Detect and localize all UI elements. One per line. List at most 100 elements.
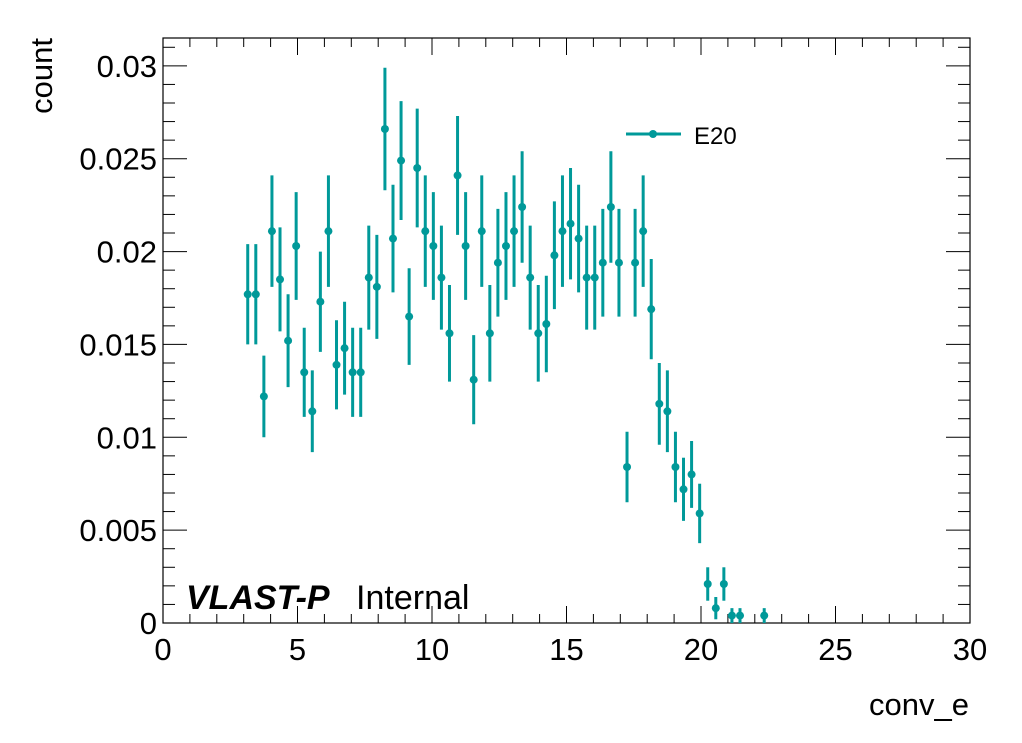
data-point [598, 208, 607, 317]
data-point [445, 285, 454, 382]
point-marker [671, 463, 680, 471]
point-marker [526, 273, 535, 282]
point-marker [243, 290, 252, 299]
point-marker [429, 242, 438, 250]
data-point [453, 116, 462, 235]
data-point [550, 201, 559, 310]
brand-name: VLAST-P [186, 579, 330, 617]
point-marker [598, 258, 607, 267]
point-marker [364, 273, 373, 282]
point-marker [356, 368, 365, 377]
x-axis-title: conv_e [869, 687, 969, 722]
point-marker [558, 227, 567, 236]
data-point [558, 175, 567, 287]
point-marker [647, 305, 656, 314]
data-points [243, 67, 769, 623]
point-marker [380, 125, 389, 133]
data-point [582, 225, 591, 330]
y-tick-label: 0.025 [79, 142, 157, 177]
x-tick-label: 25 [818, 632, 852, 667]
data-point [534, 285, 543, 382]
point-marker [421, 227, 430, 236]
data-point [259, 355, 268, 438]
data-point [510, 175, 519, 287]
y-tick-label: 0.005 [79, 513, 157, 548]
data-point [469, 335, 478, 425]
point-marker [453, 171, 462, 180]
point-marker [340, 344, 349, 353]
y-tick-label: 0.01 [97, 420, 157, 455]
point-marker [687, 470, 696, 479]
data-point [461, 192, 470, 300]
brand-annotation: VLAST-P Internal [186, 579, 469, 617]
legend: E20 [626, 123, 737, 150]
point-marker [582, 273, 591, 282]
data-point [493, 208, 502, 317]
point-marker [445, 329, 454, 338]
data-point [501, 192, 510, 300]
point-marker [510, 227, 519, 236]
point-marker [534, 329, 543, 338]
point-marker [388, 234, 397, 243]
x-tick-label: 10 [415, 632, 449, 667]
y-tick-label: 0.02 [97, 235, 157, 270]
point-marker [372, 282, 381, 291]
data-point [332, 320, 341, 410]
point-marker [477, 227, 486, 236]
x-tick-label: 5 [289, 632, 306, 667]
point-marker [727, 611, 736, 620]
data-point [736, 608, 745, 623]
point-marker [736, 611, 745, 620]
y-tick-label: 0.03 [97, 49, 157, 84]
data-point [348, 327, 357, 417]
point-marker [437, 273, 446, 282]
data-point [316, 251, 325, 352]
point-marker [413, 164, 422, 172]
data-point [429, 192, 438, 300]
point-marker [405, 312, 414, 321]
data-point [760, 608, 769, 623]
data-point [671, 431, 680, 503]
legend-label: E20 [694, 123, 737, 150]
point-marker [332, 360, 341, 369]
data-point [340, 301, 349, 395]
data-point [243, 244, 252, 345]
point-marker [259, 392, 268, 401]
data-point [526, 225, 535, 330]
data-point [405, 268, 414, 365]
point-marker [292, 242, 301, 250]
data-point [542, 275, 551, 373]
data-point [614, 208, 623, 317]
point-marker [284, 336, 293, 345]
point-marker [566, 219, 575, 228]
data-point [679, 457, 688, 521]
data-point [292, 192, 301, 300]
point-marker [623, 463, 632, 471]
data-point [727, 608, 736, 623]
x-tick-label: 20 [684, 632, 718, 667]
data-point [308, 370, 317, 453]
data-point [397, 101, 406, 220]
data-point [590, 225, 599, 330]
point-marker [485, 329, 494, 338]
data-point [251, 244, 260, 345]
point-marker [574, 234, 583, 243]
point-marker [518, 203, 527, 211]
point-marker [655, 399, 664, 408]
x-tick-label: 0 [154, 632, 171, 667]
point-marker [606, 203, 615, 211]
point-marker [719, 580, 728, 588]
data-point [421, 175, 430, 287]
point-marker [760, 611, 769, 620]
point-marker [542, 320, 551, 328]
data-point [566, 168, 575, 280]
data-point [623, 431, 632, 503]
data-point [518, 151, 527, 263]
point-marker [316, 297, 325, 306]
y-tick-label: 0 [140, 606, 157, 641]
data-point [687, 441, 696, 508]
plot-frame [162, 37, 971, 624]
data-point [356, 327, 365, 417]
point-marker [348, 368, 357, 377]
